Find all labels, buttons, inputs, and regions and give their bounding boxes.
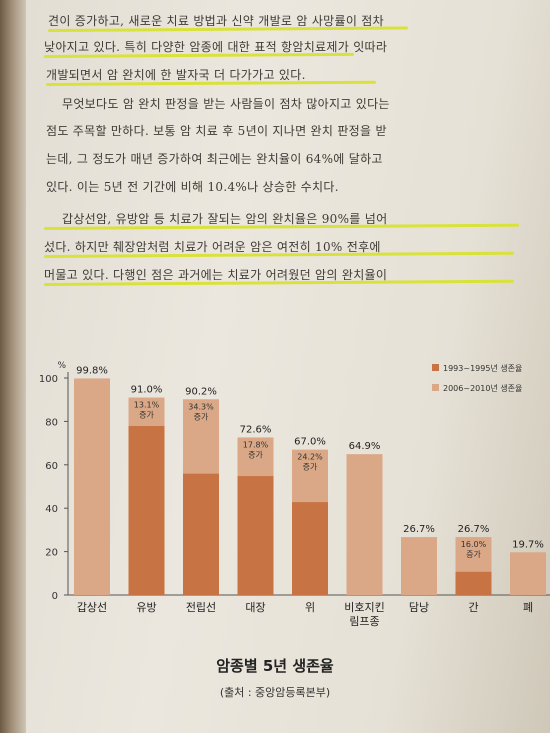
increase-label: 24.2% (297, 453, 323, 462)
text-line: 무엇보다도 암 완치 판정을 받는 사람들이 점차 많아지고 있다는 (62, 97, 390, 111)
y-tick-label: 60 (45, 461, 58, 472)
category-label: 대장 (245, 601, 265, 614)
increase-label: 17.8% (243, 440, 269, 449)
category-label: 전립선 (186, 601, 216, 614)
text-line: 견이 증가하고, 새로운 치료 방법과 신약 개발로 암 사망률이 점차 (48, 14, 384, 28)
legend-swatch (432, 384, 439, 391)
legend-label: 1993~1995년 생존율 (443, 363, 522, 373)
legend-label: 2006~2010년 생존율 (443, 383, 522, 393)
increase-label: 증가 (248, 450, 263, 459)
bar-1993-1995 (237, 476, 274, 595)
category-label: 위 (305, 601, 315, 614)
increase-label: 증가 (194, 412, 209, 421)
y-unit-label: % (57, 361, 66, 371)
text-line: 점도 주목할 만하다. 보통 암 치료 후 5년이 지나면 완치 판정을 받 (46, 124, 387, 138)
increase-label: 증가 (303, 463, 318, 472)
category-label: 폐 (523, 601, 533, 614)
y-tick-label: 100 (39, 374, 58, 385)
increase-label: 증가 (466, 550, 481, 559)
total-value-label: 19.7% (512, 539, 544, 550)
text-line: 있다. 이는 5년 전 기간에 비해 10.4%나 상승한 수치다. (46, 180, 339, 194)
survival-rate-chart: 0 20 40 60 80 100% 1993~1995년 생존율 2006~2010년 생존… (39, 361, 550, 628)
y-tick-label: 80 (45, 417, 58, 428)
bar-2006-2010 (74, 378, 110, 595)
category-label: 담낭 (409, 601, 429, 614)
bar-1993-1995 (183, 473, 219, 595)
total-value-label: 99.8% (76, 365, 108, 376)
bar-1993-1995 (128, 425, 165, 595)
category-label: 유방 (136, 601, 156, 614)
bar-2006-2010 (346, 454, 383, 595)
chart-source: (출처 : 중앙암등록본부) (219, 686, 331, 699)
text-line: 머물고 있다. 다행인 점은 과거에는 치료가 어려웠던 암의 완치율이 (44, 268, 388, 282)
text-line: 섰다. 하지만 췌장암처럼 치료가 어려운 암은 여전히 10% 전후에 (44, 240, 381, 254)
total-value-label: 91.0% (131, 385, 163, 396)
total-value-label: 90.2% (185, 386, 217, 397)
legend-swatch (432, 364, 439, 371)
bar-1993-1995 (455, 571, 492, 595)
text-line: 낮아지고 있다. 특히 다양한 암종에 대한 표적 항암치료제가 잇따라 (44, 40, 388, 54)
total-value-label: 67.0% (294, 437, 326, 448)
book-spine (0, 0, 26, 733)
y-tick-label: 40 (45, 504, 58, 515)
increase-label: 34.3% (188, 402, 214, 411)
bar-2006-2010 (401, 537, 437, 595)
increase-label: 13.1% (134, 401, 160, 410)
category-label: 림프종 (349, 615, 379, 628)
category-label: 비호지킨 (344, 601, 384, 614)
total-value-label: 72.6% (240, 424, 272, 435)
bar-1993-1995 (292, 502, 328, 595)
text-line: 는데, 그 정도가 매년 증가하여 최근에는 완치율이 64%에 달하고 (46, 152, 383, 166)
total-value-label: 26.7% (458, 524, 490, 535)
total-value-label: 64.9% (349, 441, 381, 452)
y-tick-label: 0 (52, 591, 58, 602)
chart-title: 암종별 5년 생존율 (216, 657, 334, 675)
category-label: 간 (468, 601, 478, 614)
total-value-label: 26.7% (403, 524, 435, 535)
increase-label: 16.0% (461, 540, 487, 549)
bar-2006-2010 (510, 552, 546, 595)
y-tick-label: 20 (45, 548, 58, 559)
category-label: 갑상선 (77, 601, 107, 614)
increase-label: 증가 (139, 411, 154, 420)
text-line: 갑상선암, 유방암 등 치료가 잘되는 암의 완치율은 90%를 넘어 (62, 212, 388, 226)
text-line: 개발되면서 암 완치에 한 발자국 더 다가가고 있다. (46, 68, 306, 82)
